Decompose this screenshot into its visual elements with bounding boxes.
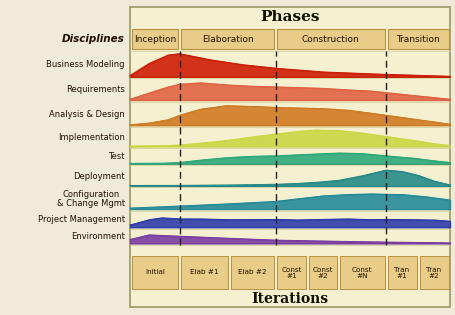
Text: Disciplines: Disciplines [62,34,125,44]
Text: Elaboration: Elaboration [202,35,253,43]
Text: Analysis & Design: Analysis & Design [49,110,125,119]
Text: Test: Test [108,152,125,161]
FancyBboxPatch shape [277,29,384,49]
FancyBboxPatch shape [181,29,274,49]
Text: Project Management: Project Management [38,215,125,224]
FancyBboxPatch shape [131,29,178,49]
Text: Phases: Phases [260,10,320,24]
Text: Const
#2: Const #2 [313,266,333,278]
FancyBboxPatch shape [181,256,228,289]
FancyBboxPatch shape [277,256,306,289]
Text: Inception: Inception [134,35,176,43]
Text: Transition: Transition [396,35,440,43]
Text: Tran
#1: Tran #1 [394,266,410,278]
Text: Construction: Construction [302,35,359,43]
Text: Const
#N: Const #N [352,266,372,278]
FancyBboxPatch shape [339,256,384,289]
Text: Environment: Environment [71,232,125,241]
FancyBboxPatch shape [420,256,449,289]
FancyBboxPatch shape [231,256,274,289]
FancyBboxPatch shape [131,256,178,289]
Text: Iterations: Iterations [252,292,329,306]
Text: Tran
#2: Tran #2 [426,266,441,278]
Text: Configuration
& Change Mgmt: Configuration & Change Mgmt [57,190,125,208]
Bar [130,7,450,307]
Text: Elab #2: Elab #2 [238,270,267,276]
Text: Business Modeling: Business Modeling [46,60,125,69]
Text: Initial: Initial [145,270,165,276]
FancyBboxPatch shape [388,29,449,49]
Text: Deployment: Deployment [73,172,125,181]
Text: Elab #1: Elab #1 [190,270,219,276]
Text: Const
#1: Const #1 [281,266,302,278]
FancyBboxPatch shape [388,256,416,289]
FancyBboxPatch shape [309,256,337,289]
Text: Implementation: Implementation [58,133,125,142]
Text: Requirements: Requirements [66,85,125,94]
